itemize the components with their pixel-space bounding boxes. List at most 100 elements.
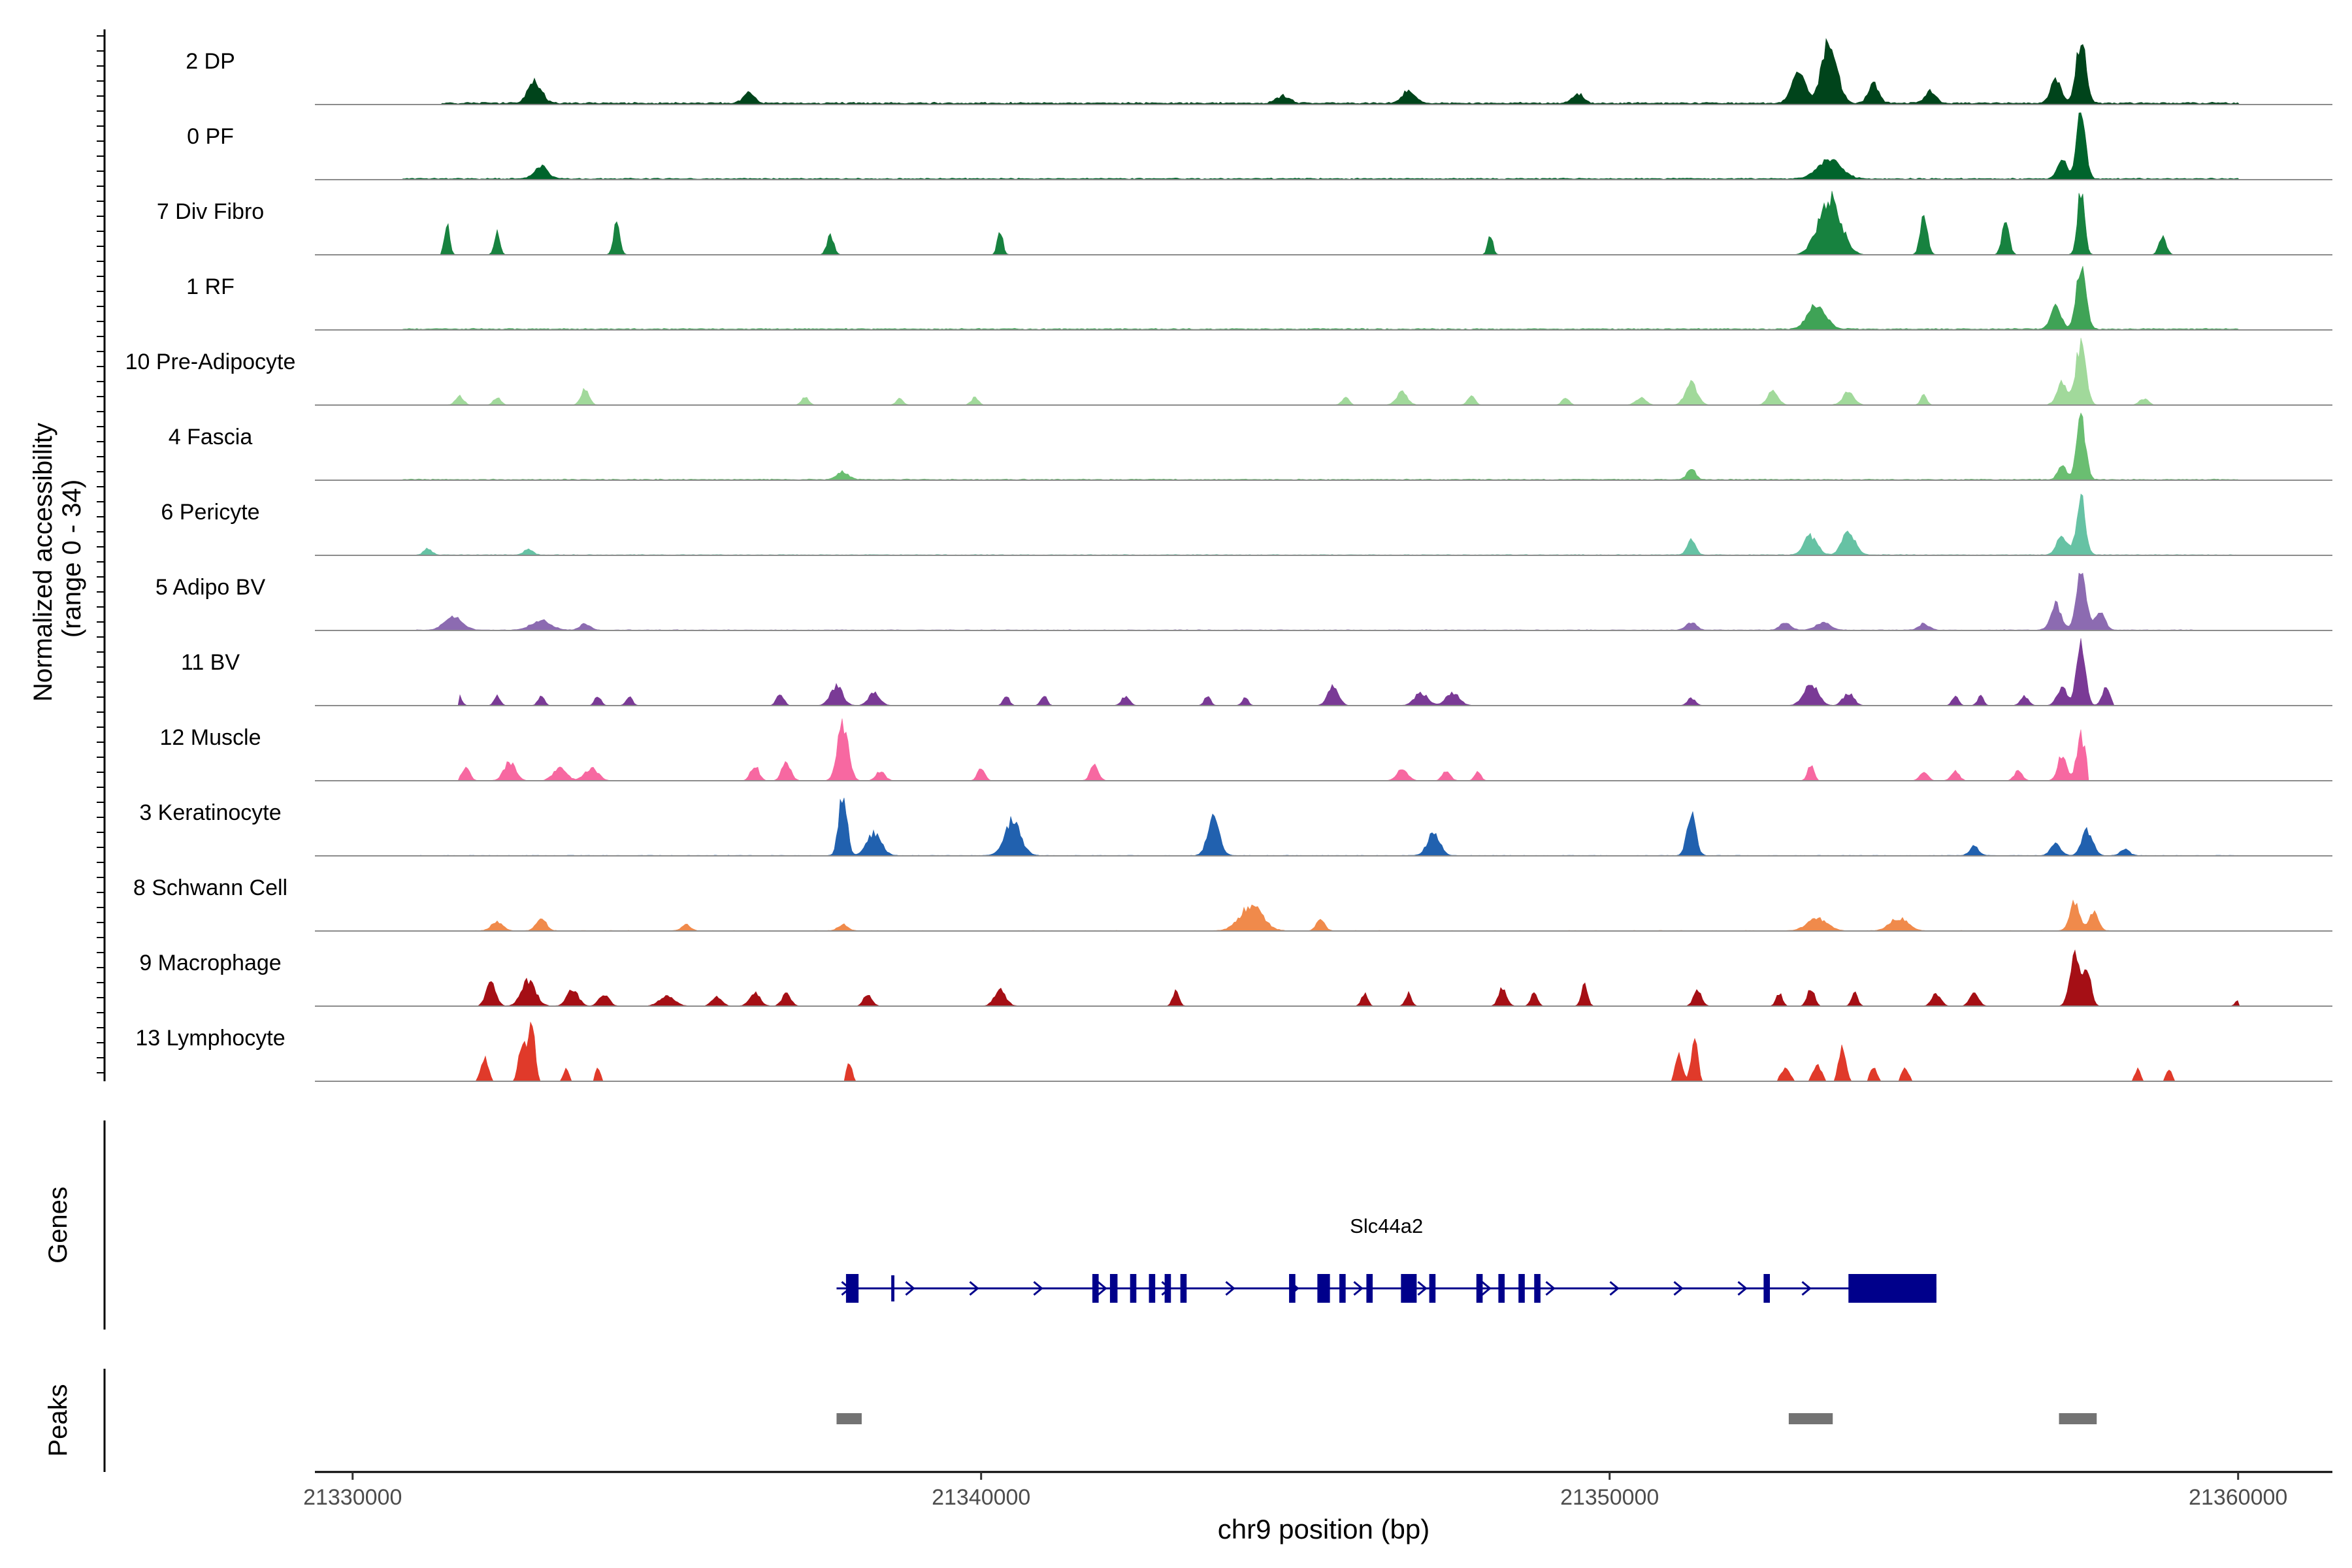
gene-exon <box>1498 1274 1505 1303</box>
strand-arrow <box>1609 1281 1620 1296</box>
track-label: 2 DP <box>186 49 235 74</box>
x-tick-label: 21340000 <box>932 1485 1030 1510</box>
track-label: 8 Schwann Cell <box>133 875 287 900</box>
strand-arrow <box>1097 1281 1107 1296</box>
peak-regions <box>836 1413 2097 1424</box>
gene-exon <box>1401 1274 1417 1303</box>
gene-models: Slc44a2 <box>836 1215 1936 1303</box>
gene-exon <box>1339 1274 1346 1303</box>
track-coverage-area <box>315 899 2332 932</box>
x-axis-ticks: 21330000 21340000 21350000 21360000 <box>303 1472 2287 1510</box>
track-2-dp: 2 DP <box>186 38 2332 105</box>
coverage-tracks: 2 DP 0 PF 7 Div Fibro 1 RF 10 Pre-Adipocyte 4… <box>125 38 2332 1082</box>
track-label: 12 Muscle <box>160 725 261 750</box>
gene-exon <box>1366 1274 1373 1303</box>
track-coverage-area <box>315 798 2332 857</box>
track-coverage-area <box>315 949 2332 1007</box>
x-tick-label: 21360000 <box>2189 1485 2287 1510</box>
track-3-keratinocyte: 3 Keratinocyte <box>139 798 2332 857</box>
track-11-bv: 11 BV <box>181 638 2332 706</box>
gene-exon <box>1476 1274 1483 1303</box>
track-label: 6 Pericyte <box>161 500 259 525</box>
coverage-y-axis: Normalized accessibility (range 0 - 34) <box>29 29 106 1081</box>
x-axis-label: chr9 position (bp) <box>1218 1514 1430 1544</box>
track-12-muscle: 12 Muscle <box>160 718 2332 781</box>
gene-exon <box>1092 1274 1099 1303</box>
track-label: 11 BV <box>181 650 240 675</box>
peaks-panel-label: Peaks <box>44 1384 73 1456</box>
peaks-panel: Peaks <box>44 1369 2097 1472</box>
gene-exon <box>1130 1274 1137 1303</box>
track-coverage-area <box>315 412 2332 481</box>
track-coverage-area <box>315 638 2332 706</box>
track-label: 3 Keratinocyte <box>139 800 281 825</box>
track-coverage-area <box>315 493 2332 556</box>
track-label: 5 Adipo BV <box>155 575 266 600</box>
strand-arrow <box>1417 1281 1428 1296</box>
coverage-y-label-line2: (range 0 - 34) <box>57 480 86 638</box>
strand-arrow <box>1801 1281 1812 1296</box>
peak-region <box>2059 1413 2097 1424</box>
track-0-pf: 0 PF <box>187 112 2332 180</box>
track-9-macrophage: 9 Macrophage <box>139 949 2332 1007</box>
track-7-div-fibro: 7 Div Fibro <box>157 191 2332 255</box>
gene-exon <box>1109 1274 1118 1303</box>
strand-arrow <box>1545 1281 1556 1296</box>
x-tick-label: 21330000 <box>303 1485 402 1510</box>
strand-arrow <box>1033 1281 1043 1296</box>
gene-exon <box>845 1274 859 1303</box>
track-coverage-area <box>315 718 2332 781</box>
gene-exon <box>1534 1274 1541 1303</box>
strand-arrow <box>1737 1281 1748 1296</box>
peak-region <box>1788 1413 1833 1424</box>
track-coverage-area <box>315 266 2332 331</box>
strand-arrow <box>1225 1281 1235 1296</box>
track-8-schwann-cell: 8 Schwann Cell <box>133 875 2332 932</box>
gene-name-label: Slc44a2 <box>1350 1215 1423 1237</box>
track-label: 9 Macrophage <box>139 951 281 975</box>
track-label: 0 PF <box>187 124 234 149</box>
gene-exon <box>1180 1274 1187 1303</box>
track-5-adipo-bv: 5 Adipo BV <box>155 572 2332 631</box>
track-label: 13 Lymphocyte <box>135 1026 285 1051</box>
track-coverage-area <box>315 191 2332 255</box>
gene-exon <box>1317 1274 1330 1303</box>
track-1-rf: 1 RF <box>186 266 2332 331</box>
track-label: 10 Pre-Adipocyte <box>125 350 296 374</box>
track-coverage-area <box>315 338 2332 406</box>
track-label: 1 RF <box>186 274 235 299</box>
gene-utr-block <box>1848 1274 1936 1303</box>
track-coverage-area <box>315 1021 2332 1082</box>
track-coverage-area <box>315 572 2332 631</box>
x-tick-label: 21350000 <box>1560 1485 1659 1510</box>
gene-exon <box>1429 1274 1436 1303</box>
track-10-pre-adipocyte: 10 Pre-Adipocyte <box>125 338 2332 406</box>
coverage-y-ticks <box>97 35 105 1073</box>
track-label: 7 Div Fibro <box>157 199 264 224</box>
track-label: 4 Fascia <box>169 425 253 449</box>
genes-panel: Genes Slc44a2 <box>44 1120 1936 1330</box>
gene-exon <box>1289 1274 1296 1303</box>
genes-panel-label: Genes <box>44 1186 73 1264</box>
track-6-pericyte: 6 Pericyte <box>161 493 2332 556</box>
gene-slc44a2: Slc44a2 <box>836 1215 1936 1303</box>
coverage-y-label: Normalized accessibility (range 0 - 34) <box>29 416 86 702</box>
gene-exon <box>1149 1274 1156 1303</box>
peak-region <box>836 1413 862 1424</box>
gene-exon <box>1164 1274 1171 1303</box>
track-4-fascia: 4 Fascia <box>169 412 2332 481</box>
gene-exon <box>1518 1274 1525 1303</box>
gene-exon <box>1763 1274 1771 1303</box>
strand-arrow <box>905 1281 915 1296</box>
strand-arrow <box>1481 1281 1492 1296</box>
x-axis: 21330000 21340000 21350000 21360000 chr9 po… <box>303 1471 2332 1544</box>
gene-exon <box>891 1275 894 1301</box>
track-coverage-area <box>315 112 2332 180</box>
strand-arrow <box>1673 1281 1684 1296</box>
track-coverage-area <box>315 38 2332 105</box>
track-13-lymphocyte: 13 Lymphocyte <box>135 1021 2332 1082</box>
coverage-y-label-line1: Normalized accessibility <box>29 423 57 702</box>
strand-arrow <box>1353 1281 1364 1296</box>
strand-arrow <box>969 1281 979 1296</box>
